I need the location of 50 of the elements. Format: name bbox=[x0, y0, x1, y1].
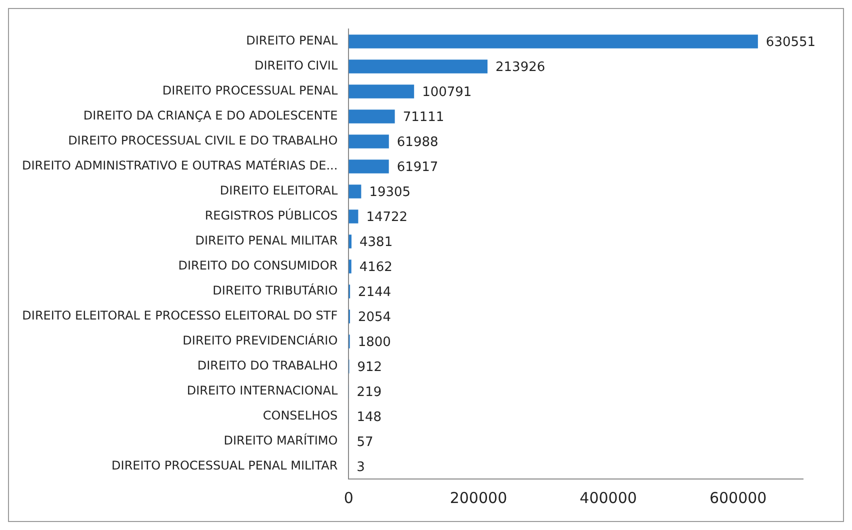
y-tick-label: DIREITO DO TRABALHO bbox=[197, 358, 338, 373]
y-tick-label: DIREITO PROCESSUAL CIVIL E DO TRABALHO bbox=[68, 134, 338, 148]
y-tick-label: DIREITO ELEITORAL E PROCESSO ELEITORAL DO STF bbox=[22, 308, 338, 323]
y-tick-label: DIREITO PENAL bbox=[246, 34, 338, 48]
bar bbox=[348, 84, 414, 98]
bar bbox=[348, 234, 352, 248]
y-tick-label: DIREITO ADMINISTRATIVO E OUTRAS MATÉRIAS DE... bbox=[22, 158, 338, 173]
data-label: 213926 bbox=[496, 60, 546, 75]
bar bbox=[348, 134, 389, 148]
data-label: 19305 bbox=[369, 184, 411, 200]
data-label: 61917 bbox=[396, 160, 438, 175]
data-label: 912 bbox=[357, 360, 382, 375]
y-tick-label: DIREITO PENAL MILITAR bbox=[195, 234, 338, 248]
data-label: 630551 bbox=[766, 34, 816, 50]
y-tick-label: DIREITO DA CRIANÇA E DO ADOLESCENTE bbox=[83, 108, 338, 123]
y-tick-label: REGISTROS PÚBLICOS bbox=[204, 208, 338, 223]
data-label: 1800 bbox=[358, 334, 391, 350]
y-tick-label: DIREITO INTERNACIONAL bbox=[186, 384, 338, 398]
bar bbox=[348, 34, 758, 48]
x-tick-label: 600000 bbox=[709, 488, 767, 507]
y-tick-label: DIREITO PREVIDENCIÁRIO bbox=[182, 332, 338, 348]
data-label: 57 bbox=[356, 434, 374, 450]
y-tick-label: DIREITO ELEITORAL bbox=[220, 184, 338, 198]
bar bbox=[348, 210, 358, 224]
y-tick-label: DIREITO CIVIL bbox=[254, 58, 338, 73]
data-label: 219 bbox=[356, 384, 382, 400]
bar bbox=[348, 110, 395, 124]
data-label: 2054 bbox=[358, 310, 392, 325]
y-tick-label: DIREITO PROCESSUAL PENAL MILITAR bbox=[112, 458, 338, 473]
bar bbox=[348, 260, 352, 274]
data-label: 14722 bbox=[366, 210, 408, 225]
data-label: 3 bbox=[356, 460, 365, 475]
y-tick-label: DIREITO PROCESSUAL PENAL bbox=[162, 84, 338, 98]
x-tick-label: 400000 bbox=[580, 488, 637, 507]
data-label: 71111 bbox=[402, 110, 444, 125]
x-tick-label: 0 bbox=[344, 488, 354, 507]
y-tick-label: DIREITO DO CONSUMIDOR bbox=[178, 258, 338, 273]
data-label: 100791 bbox=[422, 84, 472, 100]
y-tick-label: CONSELHOS bbox=[262, 408, 338, 423]
bar bbox=[348, 160, 389, 174]
bar bbox=[348, 184, 362, 198]
data-label: 2144 bbox=[358, 284, 392, 300]
data-label: 61988 bbox=[396, 134, 438, 150]
data-label: 4162 bbox=[359, 260, 392, 275]
data-label: 4381 bbox=[360, 234, 393, 250]
y-tick-label: DIREITO TRIBUTÁRIO bbox=[212, 282, 338, 298]
data-label: 148 bbox=[356, 410, 382, 425]
x-tick-label: 200000 bbox=[450, 488, 508, 507]
y-tick-label: DIREITO MARÍTIMO bbox=[224, 432, 338, 448]
bar bbox=[348, 60, 488, 74]
